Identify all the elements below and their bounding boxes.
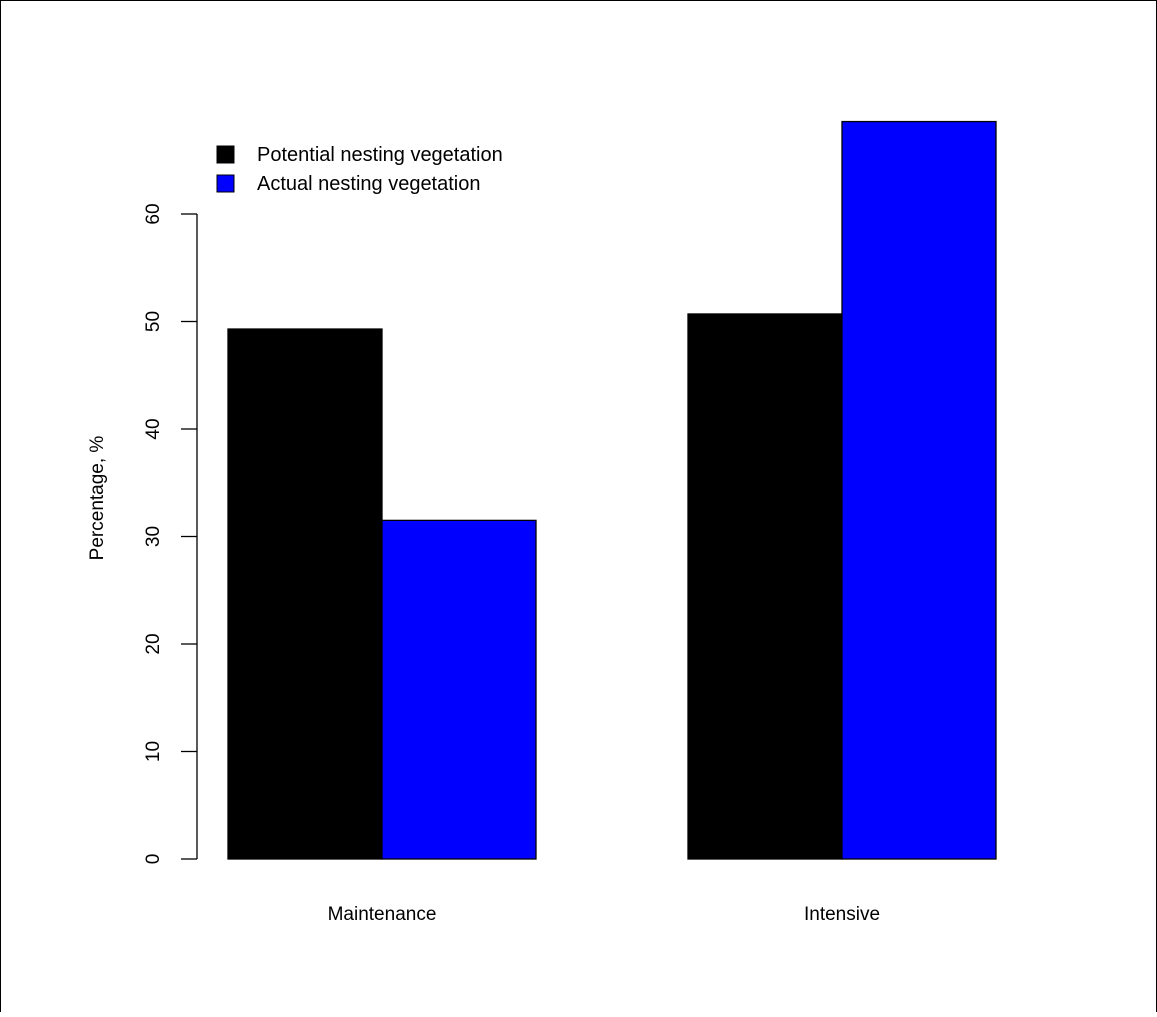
x-category-label: Intensive <box>804 904 880 925</box>
legend-label: Potential nesting vegetation <box>257 144 503 166</box>
bar <box>841 120 997 860</box>
category-labels: Maintenance Intensive <box>328 904 880 925</box>
bar <box>227 328 383 860</box>
y-tick-label: 20 <box>143 633 164 654</box>
y-axis: 0 10 20 30 40 50 60 <box>143 203 198 865</box>
bars <box>227 120 997 860</box>
y-axis-title: Percentage, % <box>87 436 108 561</box>
y-tick-label: 10 <box>143 741 164 762</box>
legend-swatch <box>216 174 235 193</box>
y-tick-label: 40 <box>143 418 164 439</box>
y-tick-label: 30 <box>143 526 164 547</box>
y-tick-label: 50 <box>143 311 164 332</box>
y-tick-label: 60 <box>143 203 164 224</box>
legend-label: Actual nesting vegetation <box>257 173 481 195</box>
legend: Potential nesting vegetation Actual nesti… <box>216 144 503 195</box>
bar <box>687 313 843 860</box>
bar <box>381 519 537 860</box>
x-category-label: Maintenance <box>328 904 437 925</box>
legend-swatch <box>216 145 235 164</box>
y-tick-label: 0 <box>143 854 164 865</box>
